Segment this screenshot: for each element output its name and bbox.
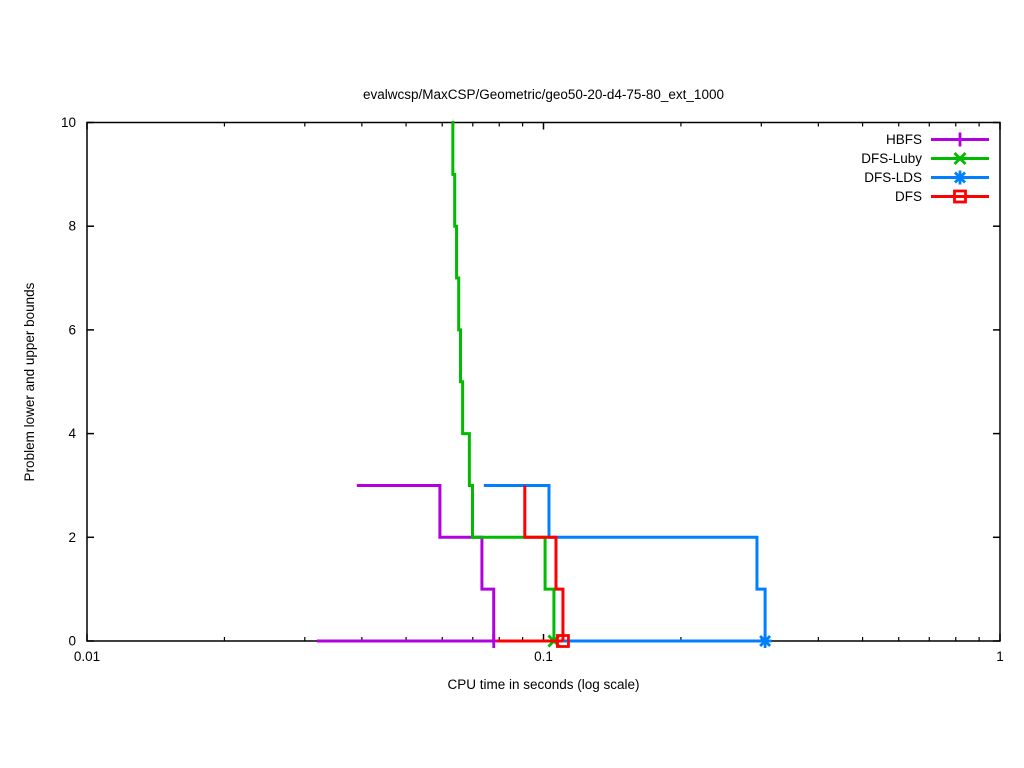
series-end-marker-asterisk: [758, 634, 772, 648]
legend: HBFS DFS-Luby DFS-LDS DFS: [861, 130, 991, 206]
legend-row-dfs-lds: DFS-LDS: [864, 168, 991, 187]
y-tick-label: 2: [68, 530, 76, 545]
legend-line-sample-icon: [931, 152, 989, 165]
y-tick-label: 0: [68, 634, 76, 649]
series-dfs-lds: [483, 483, 772, 648]
legend-line-sample-icon: [931, 132, 989, 147]
legend-row-dfs-luby: DFS-Luby: [861, 149, 991, 168]
x-tick-label: 1: [996, 649, 1004, 664]
y-tick-label: 8: [68, 219, 76, 234]
y-tick-label: 10: [61, 115, 76, 130]
y-axis-label: Problem lower and upper bounds: [22, 282, 37, 482]
legend-label-hbfs: HBFS: [885, 132, 922, 147]
y-tick-label: 4: [68, 426, 76, 441]
x-tick-label: 0.1: [534, 649, 553, 664]
chart-title: evalwcsp/MaxCSP/Geometric/geo50-20-d4-75…: [363, 87, 724, 102]
x-axis-label: CPU time in seconds (log scale): [447, 677, 640, 692]
legend-row-hbfs: HBFS: [886, 130, 991, 149]
legend-label-dfs-luby: DFS-Luby: [861, 151, 922, 166]
legend-label-dfs-lds: DFS-LDS: [864, 170, 922, 185]
series-end-marker-square: [556, 634, 570, 648]
legend-row-dfs: DFS: [895, 187, 991, 206]
x-tick-label: 0.01: [74, 649, 100, 664]
legend-line-sample-icon: [931, 170, 989, 185]
series-dfs-luby: [451, 121, 561, 648]
legend-line-sample-icon: [931, 189, 989, 204]
y-tick-label: 6: [68, 322, 76, 337]
legend-label-dfs: DFS: [895, 189, 922, 204]
series-dfs: [497, 485, 570, 648]
